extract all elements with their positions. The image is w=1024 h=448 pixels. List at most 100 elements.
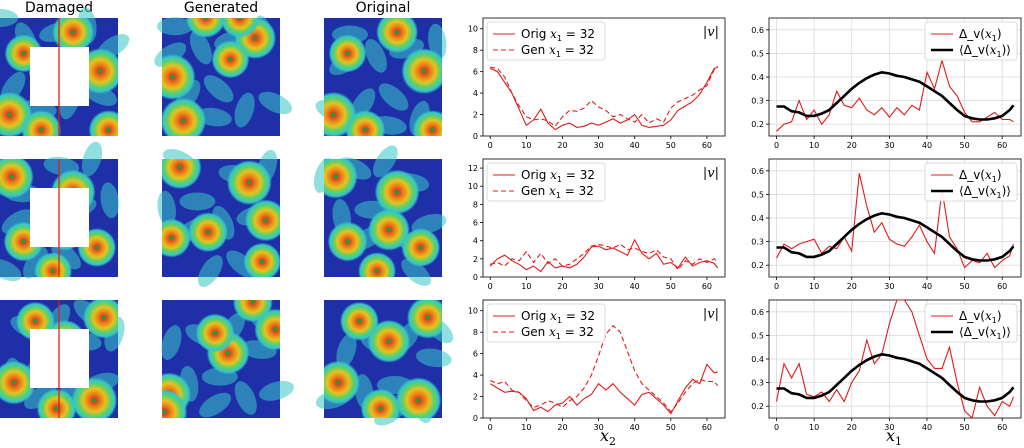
field-damaged-row-1 [0, 141, 119, 282]
legend-label-1: ⟨Δ_v(x1)⟩ [959, 184, 1011, 200]
y-tick-label: 6 [473, 68, 478, 77]
legend-label-1: Gen x1 = 32 [521, 43, 594, 59]
x-tick-label: 10 [809, 282, 819, 291]
x-tick-label: 50 [666, 423, 676, 432]
x-tick-label: 20 [557, 282, 567, 291]
annotation-abs-v: |v| [703, 25, 719, 40]
legend-label-1: Gen x1 = 32 [521, 184, 594, 200]
x-tick-label: 10 [521, 282, 531, 291]
x-tick-label: 40 [922, 282, 932, 291]
series-line-1 [490, 243, 719, 271]
legend-label-0: Δ_v(x1) [959, 309, 1002, 325]
axes-frame [482, 299, 726, 419]
legend-label-0: Orig x1 = 32 [521, 27, 595, 43]
legend-label-1: ⟨Δ_v(x1)⟩ [959, 43, 1011, 59]
x-tick-label: 20 [847, 141, 857, 150]
y-tick-label: 0.4 [751, 214, 764, 223]
legend-label-0: Orig x1 = 32 [521, 309, 595, 325]
y-tick-label: 8 [473, 200, 478, 209]
legend-box [486, 21, 606, 61]
series-line-0 [489, 66, 718, 131]
legend-label-1: Gen x1 = 32 [521, 325, 594, 341]
legend: Δ_v(x1)⟨Δ_v(x1)⟩ [924, 303, 1018, 343]
x-tick-label: 60 [702, 423, 712, 432]
x-tick-label: 60 [997, 423, 1007, 432]
y-tick-label: 0.3 [751, 238, 764, 247]
y-tick-label: 0.5 [751, 190, 764, 199]
y-tick-label: 0 [473, 273, 478, 282]
x-tick-label: 40 [630, 141, 640, 150]
y-tick-label: 6 [473, 350, 478, 359]
y-tick-label: 0.4 [751, 355, 764, 364]
chart-delta-row-0: 0 10 20 30 40 50 60 0.2 0.3 0.4 0.5 0.6 Δ_v(x1)⟨Δ_v(… [751, 17, 1022, 150]
chart-delta-row-1: 0 10 20 30 40 50 60 0.2 0.3 0.4 0.5 0.6 Δ_v(x1)⟨Δ_v(… [751, 158, 1022, 291]
field-generated-row-1 [157, 149, 280, 287]
y-tick-label: 0.5 [751, 331, 764, 340]
x-tick-label: 10 [809, 141, 819, 150]
y-tick-label: 10 [468, 182, 478, 191]
y-tick-label: 0.3 [751, 379, 764, 388]
x-tick-label: 10 [809, 423, 819, 432]
x-tick-label: 40 [922, 141, 932, 150]
annotation-abs-v: |v| [703, 307, 719, 322]
x-tick-label: 0 [488, 423, 493, 432]
series-line-0 [776, 58, 1014, 132]
x-tick-label: 60 [702, 141, 712, 150]
column-title-generated: Generated [183, 0, 259, 16]
field-generated-row-0 [154, 15, 293, 136]
y-tick-label: 0.5 [751, 49, 764, 58]
legend: Δ_v(x1)⟨Δ_v(x1)⟩ [924, 21, 1018, 61]
legend-box [486, 303, 606, 343]
x-tick-label: 40 [922, 423, 932, 432]
series-line-0 [775, 300, 1015, 418]
y-tick-label: 8 [473, 46, 478, 55]
legend-label-0: Orig x1 = 32 [521, 168, 595, 184]
legend-label-1: ⟨Δ_v(x1)⟩ [959, 325, 1011, 341]
series-line-1 [490, 65, 719, 128]
field-generated-row-2 [161, 300, 294, 418]
y-tick-label: 0.6 [751, 167, 764, 176]
y-tick-label: 2 [473, 393, 478, 402]
bottom-xlabel-x1: x1 [886, 426, 903, 448]
series-line-1 [776, 211, 1015, 262]
legend-label-0: Δ_v(x1) [959, 27, 1002, 43]
legend-box [486, 162, 606, 202]
axes-frame [482, 17, 726, 137]
x-tick-label: 50 [959, 282, 969, 291]
y-tick-label: 0.2 [751, 261, 764, 270]
x-tick-label: 20 [557, 141, 567, 150]
y-tick-label: 8 [473, 328, 478, 337]
x-tick-label: 40 [630, 282, 640, 291]
series-line-0 [776, 173, 1015, 269]
y-tick-label: 4 [473, 371, 478, 380]
y-tick-label: 0.4 [751, 73, 764, 82]
chart-delta-row-2: 0 10 20 30 40 50 60 0.2 0.3 0.4 0.5 0.6 Δ_v(x1)⟨Δ_v(… [751, 299, 1022, 432]
legend: Δ_v(x1)⟨Δ_v(x1)⟩ [924, 162, 1018, 202]
x-tick-label: 30 [884, 141, 894, 150]
y-tick-label: 10 [468, 307, 478, 316]
x-tick-label: 0 [774, 423, 779, 432]
x-tick-label: 20 [847, 423, 857, 432]
annotation-abs-v: |v| [703, 166, 719, 181]
x-tick-label: 50 [666, 282, 676, 291]
x-tick-label: 0 [774, 282, 779, 291]
legend-label-0: Δ_v(x1) [959, 168, 1002, 184]
x-tick-label: 50 [666, 141, 676, 150]
y-tick-label: 4 [473, 89, 478, 98]
x-tick-label: 30 [884, 423, 894, 432]
field-original-row-0 [315, 18, 447, 136]
y-tick-label: 0.3 [751, 97, 764, 106]
y-tick-label: 10 [468, 25, 478, 34]
y-tick-label: 2 [473, 255, 478, 264]
field-damaged-row-2 [0, 299, 125, 418]
y-tick-label: 0 [473, 132, 478, 141]
x-tick-label: 0 [488, 141, 493, 150]
